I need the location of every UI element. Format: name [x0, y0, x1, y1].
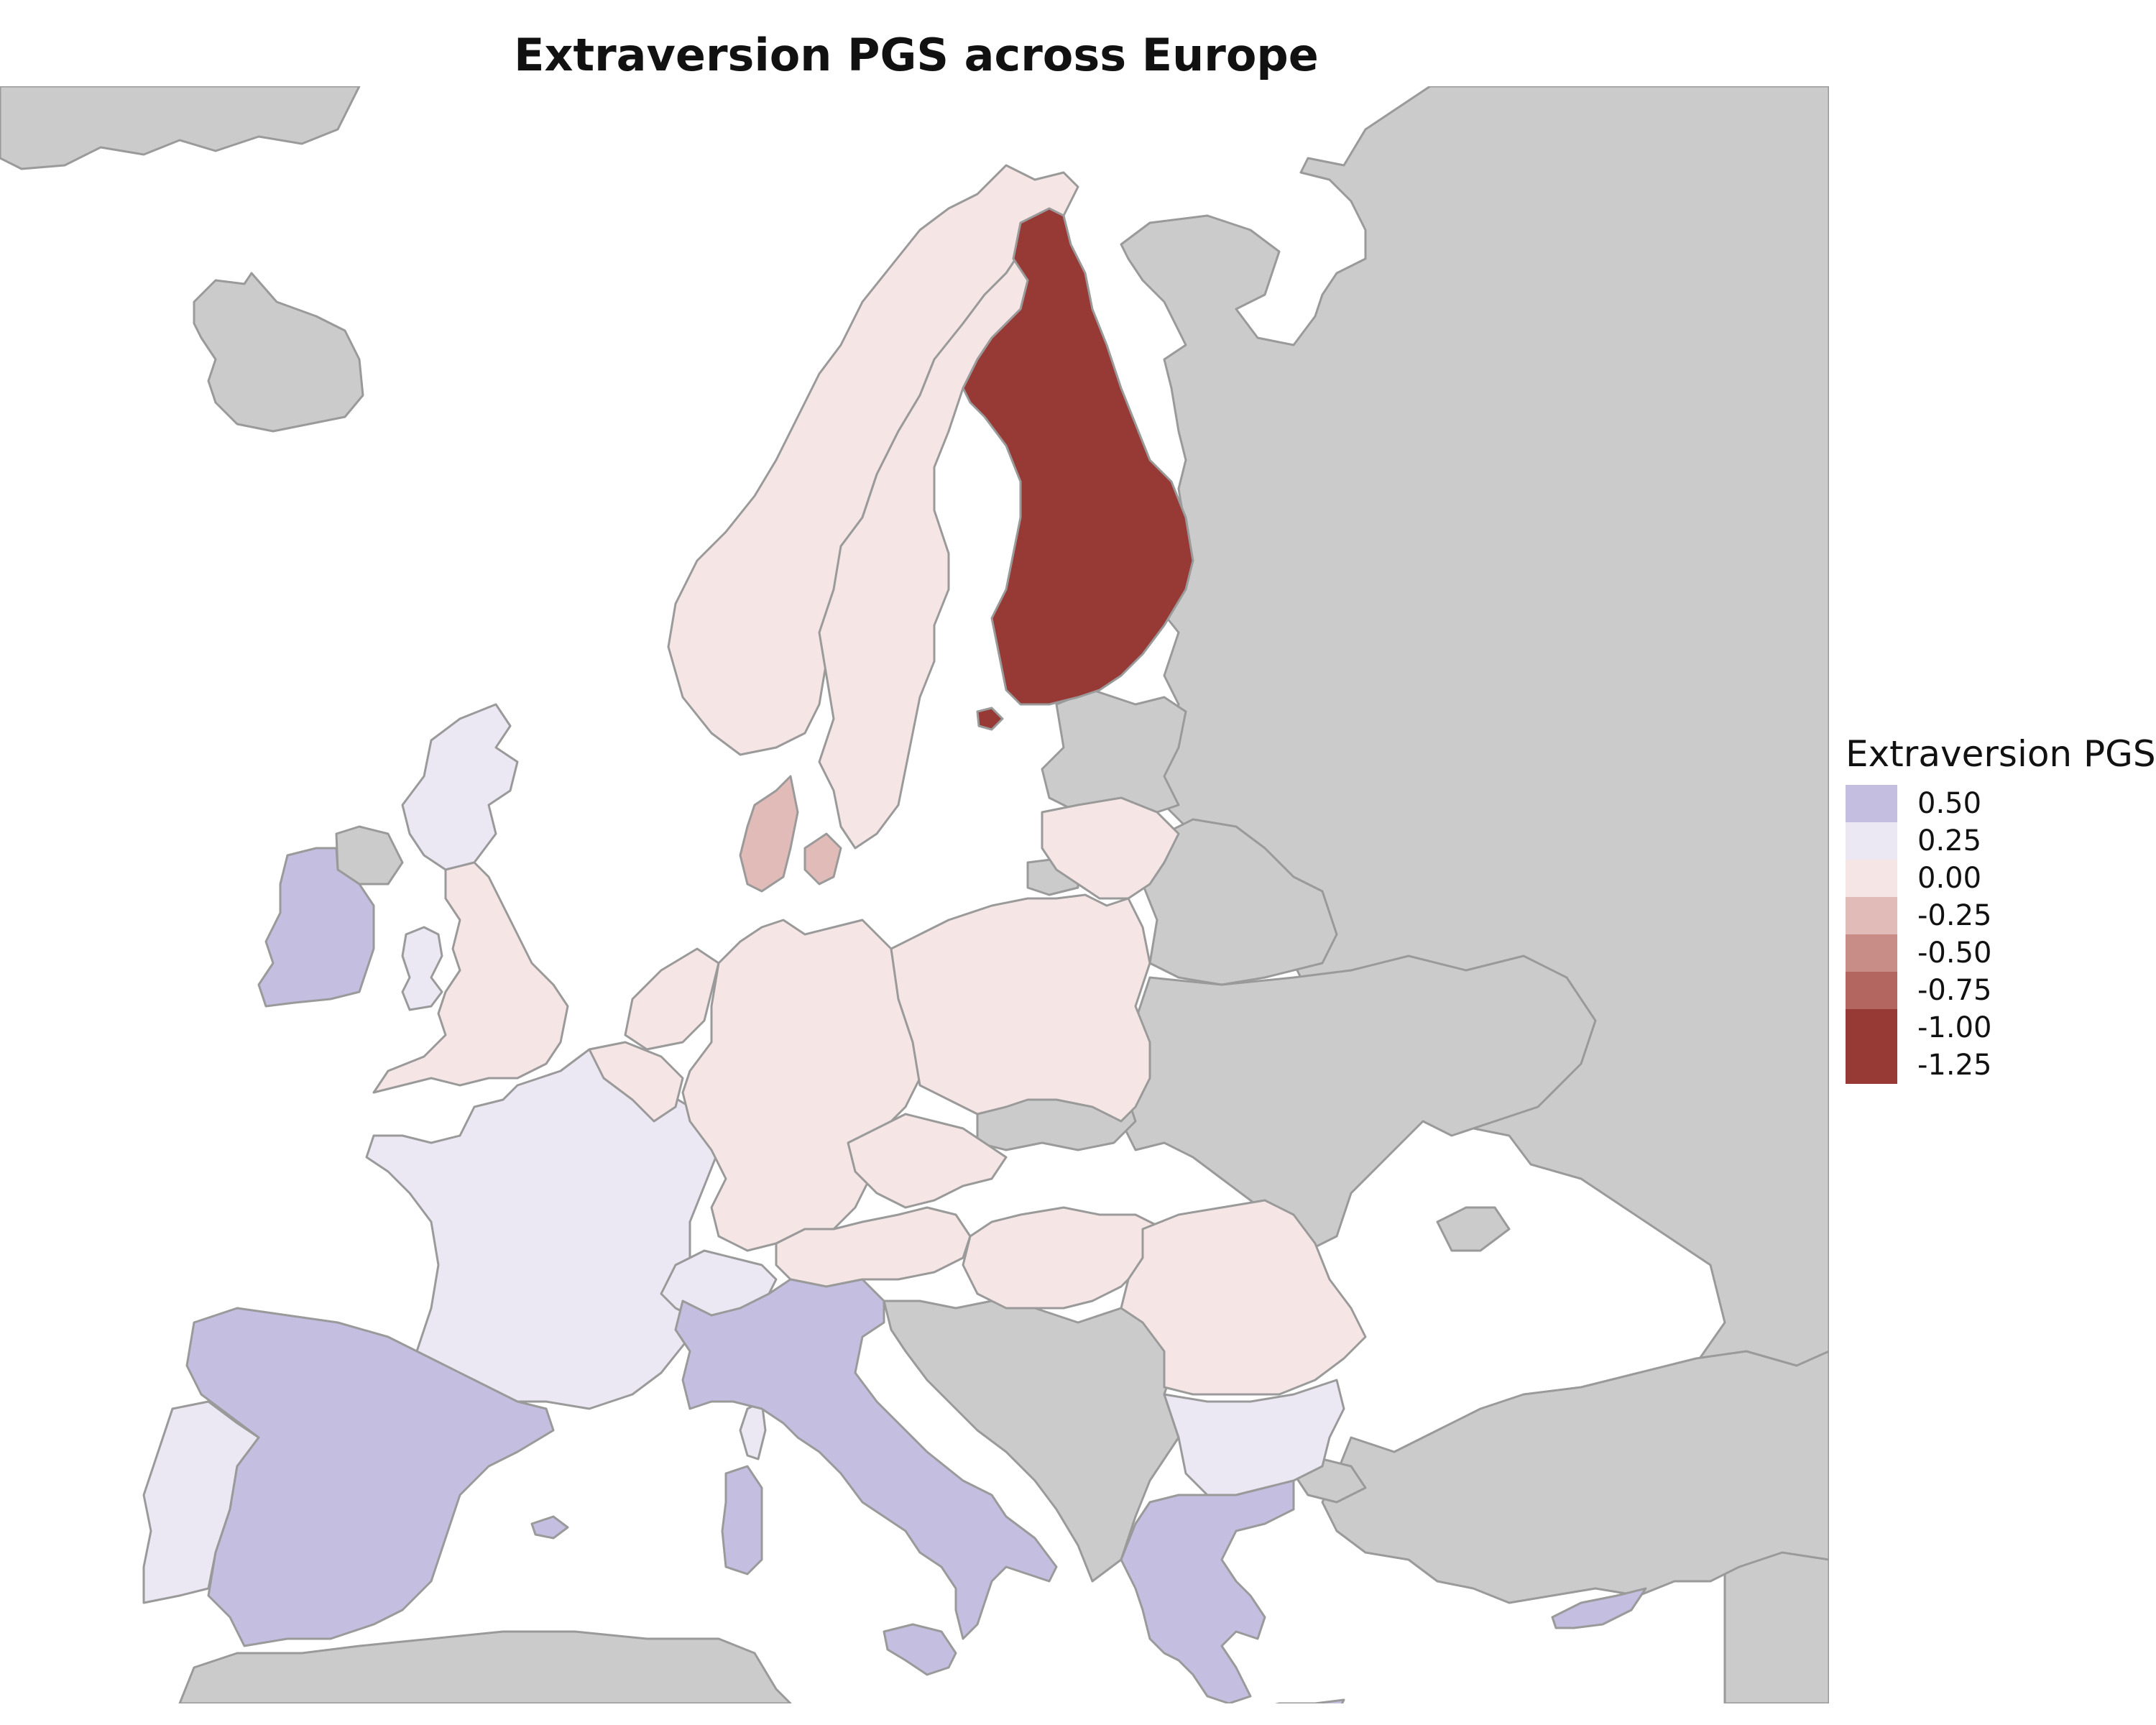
- country-greece: [1120, 1479, 1295, 1703]
- country-italy: [674, 1278, 1058, 1640]
- legend-swatch: [1846, 1009, 1897, 1046]
- greenland: [0, 86, 361, 170]
- country-spain: [185, 1307, 555, 1647]
- legend-label: 0.25: [1917, 824, 1982, 857]
- country-poland: [890, 893, 1151, 1123]
- legend-label: 0.00: [1917, 862, 1982, 895]
- country-denmark: [739, 775, 842, 893]
- country-northern-ireland: [401, 926, 443, 1011]
- country-sweden: [818, 250, 1036, 850]
- legend-swatch: [1846, 972, 1897, 1009]
- country-finland: [962, 207, 1194, 706]
- legend-label: -1.00: [1917, 1011, 1992, 1044]
- legend-swatch: [1846, 1046, 1897, 1084]
- legend-swatch: [1846, 934, 1897, 972]
- legend-label: 0.50: [1917, 787, 1982, 820]
- legend-title: Extraversion PGS: [1846, 733, 2156, 775]
- country-sardinia: [721, 1465, 763, 1576]
- legend-swatch: [1846, 897, 1897, 934]
- country-balearic: [530, 1515, 569, 1540]
- russia: [1120, 86, 1829, 1703]
- crimea: [1436, 1206, 1511, 1252]
- iceland: [193, 272, 364, 433]
- no-data-land: [0, 86, 1829, 1703]
- ukraine: [1120, 954, 1597, 1252]
- country-ireland: [257, 847, 375, 1008]
- country-lithuania: [1041, 796, 1180, 900]
- legend-swatch: [1846, 785, 1897, 822]
- map-title: Extraversion PGS across Europe: [514, 29, 1319, 81]
- country-scotland: [401, 703, 519, 871]
- legend-label: -0.75: [1917, 974, 1992, 1007]
- estonia-latvia: [1041, 689, 1187, 814]
- country-crete: [1274, 1698, 1345, 1703]
- country-netherlands: [624, 947, 720, 1051]
- legend: Extraversion PGS 0.50 0.25 0.00 -0.25 -0.50 -…: [1846, 733, 2156, 1084]
- legend-label: -0.25: [1917, 899, 1992, 932]
- europe-map: [0, 86, 1829, 1703]
- legend-items: 0.50 0.25 0.00 -0.25 -0.50 -0.75 -1.00 -1.25: [1846, 785, 2156, 1084]
- country-belgium: [588, 1041, 684, 1123]
- legend-swatch: [1846, 822, 1897, 860]
- country-czechia: [847, 1113, 1008, 1209]
- country-cyprus: [1551, 1587, 1647, 1629]
- country-united-kingdom: [372, 861, 569, 1094]
- country-romania: [1120, 1199, 1367, 1396]
- north-africa: [178, 1630, 792, 1703]
- country-sicily: [883, 1623, 957, 1676]
- legend-swatch: [1846, 860, 1897, 897]
- turkey: [1321, 1350, 1829, 1604]
- legend-label: -1.25: [1917, 1049, 1992, 1082]
- data-countries: [142, 164, 1647, 1703]
- belarus: [1141, 818, 1338, 986]
- country-finland-aland: [976, 707, 1004, 731]
- legend-label: -0.50: [1917, 937, 1992, 970]
- country-bulgaria: [1163, 1379, 1345, 1496]
